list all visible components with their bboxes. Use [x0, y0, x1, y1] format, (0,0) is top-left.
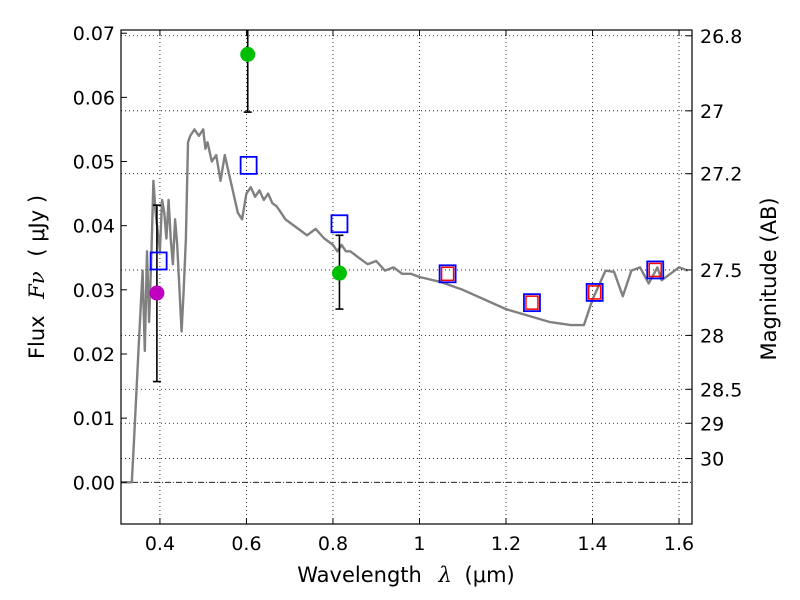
axes-layer: 0.4 0.6 0.8 1 1.2 1.4 1.6 0.00 0.01 0.02 0.03 0.04 0… — [73, 23, 743, 555]
y-tick-label: 0.00 — [73, 472, 115, 494]
mag-tick-label: 26.8 — [700, 26, 742, 48]
model-photometry-square-blue — [585, 282, 604, 302]
plot-frame — [120, 29, 693, 525]
x-tick-label: 0.4 — [145, 533, 175, 555]
x-tick-label: 0.8 — [318, 533, 348, 555]
x-axis-label-unit: (μm) — [465, 563, 515, 587]
model-photometry-square-red — [648, 262, 662, 278]
model-photometry-square-red — [440, 266, 455, 282]
y-tick-label: 0.06 — [73, 87, 115, 109]
mag-tick-label: 27.2 — [700, 164, 742, 186]
grid-layer — [121, 30, 692, 524]
model-sed-line — [121, 128, 689, 484]
x-tick-label: 1 — [413, 533, 425, 555]
observed-point — [149, 285, 165, 301]
y-tick-label: 0.07 — [73, 23, 115, 45]
mag-tick-label: 27.5 — [700, 260, 742, 282]
mag-tick-label: 30 — [700, 449, 724, 471]
model-photometry-square-blue — [239, 155, 258, 175]
mag-tick-label: 29 — [700, 413, 724, 435]
y-tick-label: 0.05 — [73, 152, 115, 174]
y-tick-label: 0.04 — [73, 216, 115, 238]
mag-tick-label: 28.5 — [700, 379, 742, 401]
y-axis-label: Flux Fν ( μJy ) — [25, 195, 49, 359]
observed-point — [240, 46, 256, 62]
sed-layer — [121, 128, 689, 484]
x-axis-label-symbol: λ — [438, 563, 452, 587]
x-tick-label: 1.2 — [491, 533, 521, 555]
y-axis-label-prefix: Flux — [25, 315, 49, 359]
model-photometry-square-blue — [330, 214, 349, 234]
y-tick-label: 0.02 — [73, 344, 115, 366]
model-photometry-square-blue — [149, 251, 168, 271]
x-axis-label: Wavelength λ (μm) — [297, 563, 514, 587]
y-axis-label-symbol: Fν — [25, 271, 49, 300]
y-axis-label-unit: ( μJy ) — [25, 195, 49, 257]
model-photometry-square-red — [525, 295, 539, 310]
model-photometry-square-blue — [438, 264, 457, 284]
marker-layer — [149, 46, 665, 313]
mag-tick-label: 27 — [700, 101, 724, 123]
y2-axis-label: Magnitude (AB) — [757, 197, 781, 360]
x-tick-label: 0.6 — [231, 533, 261, 555]
label-layer: Wavelength λ (μm) Flux Fν ( μJy ) Magnit… — [25, 195, 781, 587]
x-tick-label: 1.4 — [577, 533, 607, 555]
y-tick-label: 0.01 — [73, 408, 115, 430]
model-photometry-square-blue — [523, 293, 541, 313]
observed-point — [331, 265, 347, 281]
y-tick-label: 0.03 — [73, 280, 115, 302]
x-axis-label-prefix: Wavelength — [297, 563, 422, 587]
mag-tick-label: 28 — [700, 325, 724, 347]
x-tick-label: 1.6 — [664, 533, 694, 555]
model-photometry-square-blue — [646, 260, 665, 280]
model-photometry-square-red — [587, 285, 602, 300]
